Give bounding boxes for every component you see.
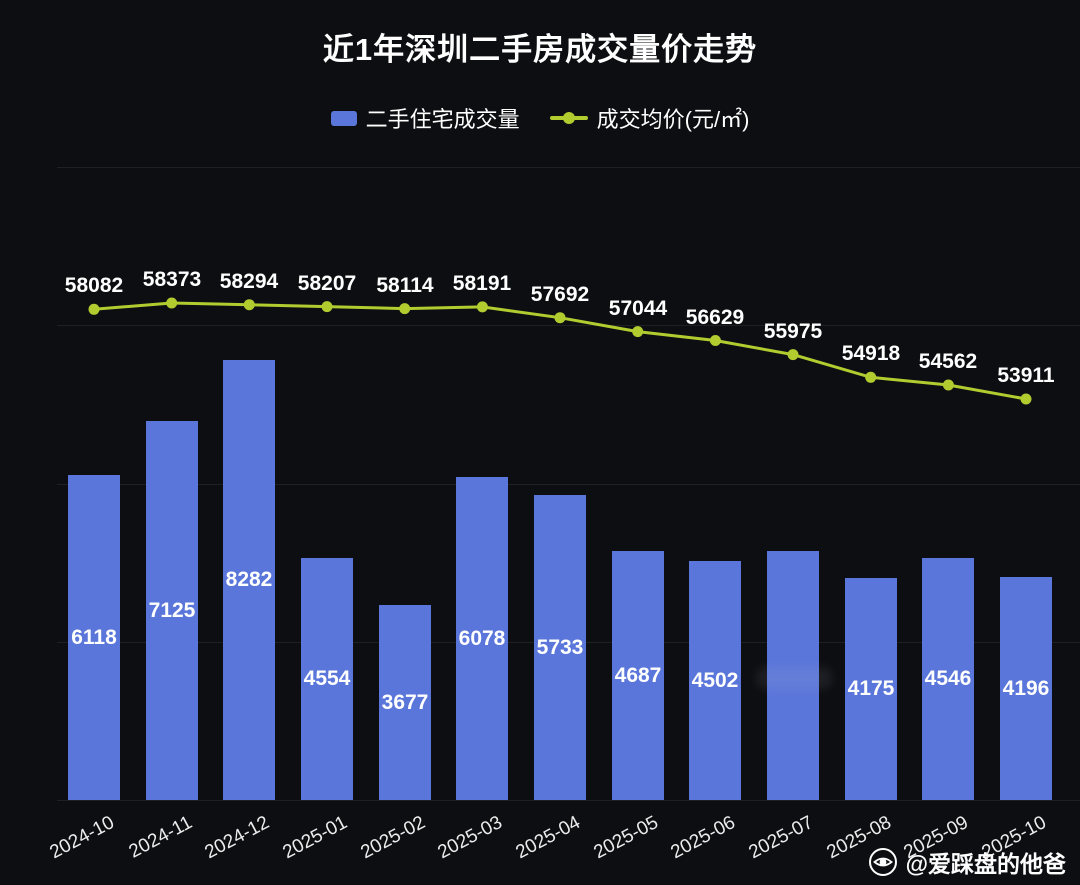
price-value-label: 58114 [376, 274, 434, 297]
price-value-label: 58191 [452, 272, 512, 295]
grid-line [57, 325, 1080, 326]
bar-value-label: 4196 [1002, 677, 1050, 700]
price-value-label: 58373 [142, 268, 202, 291]
price-value-label: 54918 [841, 342, 901, 365]
volume-bar [146, 421, 198, 800]
volume-bar [68, 475, 120, 800]
price-point [787, 349, 799, 361]
watermark-text: @爱踩盘的他爸 [905, 851, 1066, 877]
bar-value-label: 6118 [71, 626, 117, 649]
watermark: @爱踩盘的他爸 [868, 845, 1066, 879]
x-axis-label: 2025-01 [279, 812, 351, 864]
bar-value-label: 4175 [847, 677, 895, 700]
volume-bar [845, 578, 897, 800]
grid-line [57, 484, 1080, 485]
line-legend-swatch-icon [549, 112, 588, 124]
x-axis-label: 2024-11 [125, 812, 196, 863]
price-value-label: 53911 [997, 364, 1055, 387]
line-legend-dot-icon [562, 112, 575, 124]
bar-value-label: 7125 [148, 599, 196, 622]
bar-legend-label: 二手住宅成交量 [365, 107, 520, 132]
bar-value-label: 3677 [381, 691, 429, 714]
price-point [399, 303, 411, 315]
x-axis-label: 2025-06 [667, 812, 739, 864]
price-point [554, 312, 566, 324]
bar-value-label: 6078 [458, 627, 506, 650]
legend-item-price: 成交均价(元/㎡) [549, 102, 750, 134]
line-legend-label: 成交均价(元/㎡) [596, 107, 750, 132]
bar-value-label: 5733 [536, 636, 584, 659]
volume-bar [767, 551, 819, 800]
chart-title: 近1年深圳二手房成交量价走势 [322, 32, 758, 67]
x-axis-label: 2024-12 [201, 812, 273, 864]
price-point [942, 379, 954, 391]
volume-bar [689, 561, 741, 800]
price-point [166, 297, 178, 309]
price-point [476, 301, 488, 313]
bar-value-label: 4546 [924, 667, 972, 690]
x-axis-label: 2025-04 [512, 812, 584, 864]
bar-legend-swatch-icon [330, 110, 357, 126]
grid-line [57, 167, 1080, 168]
x-axis-label: 2025-05 [590, 812, 662, 864]
price-point [321, 301, 333, 313]
bar-value-label: 4502 [691, 669, 739, 692]
volume-bar [534, 495, 586, 800]
volume-bar [223, 360, 275, 800]
price-point [709, 335, 721, 346]
price-point [1020, 393, 1032, 405]
x-axis-label: 2024-10 [46, 812, 118, 864]
volume-bar [922, 558, 974, 800]
price-value-label: 58207 [297, 272, 357, 295]
bar-value-label: 4687 [614, 664, 662, 687]
price-point [865, 371, 877, 383]
volume-bar [301, 558, 353, 800]
price-point [632, 326, 644, 338]
x-axis-label: 2025-03 [434, 812, 506, 864]
x-axis-label: 2025-07 [745, 812, 817, 864]
volume-bar [456, 477, 508, 800]
legend-item-volume: 二手住宅成交量 [330, 102, 520, 134]
price-value-label: 57044 [608, 297, 668, 320]
grid-line [57, 800, 1080, 801]
bar-value-label: 8282 [225, 568, 273, 591]
price-value-label: 56629 [685, 306, 745, 329]
volume-bar [1000, 577, 1052, 800]
price-value-label: 54562 [918, 350, 978, 373]
volume-bar [612, 551, 664, 800]
bar-value-label: 4554 [303, 667, 351, 690]
erased-label-smudge [756, 667, 832, 689]
weibo-eye-logo-icon [868, 848, 897, 876]
volume-bar [379, 605, 431, 800]
price-value-label: 55975 [763, 320, 823, 343]
price-point [243, 299, 255, 311]
price-value-label: 58294 [219, 270, 279, 293]
x-axis-label: 2025-02 [357, 812, 429, 864]
price-point [88, 303, 100, 315]
price-value-label: 57692 [530, 283, 590, 306]
legend: 二手住宅成交量 成交均价(元/㎡) [0, 102, 1080, 134]
price-value-label: 58082 [64, 274, 124, 297]
